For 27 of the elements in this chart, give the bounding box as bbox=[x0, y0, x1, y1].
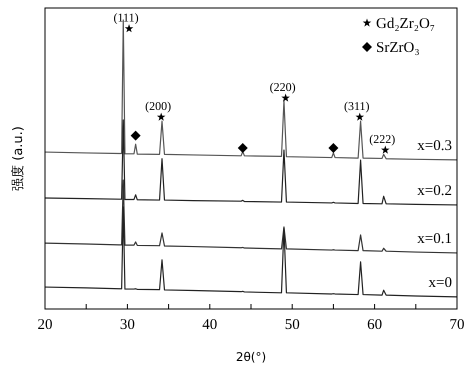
annotation: (311) bbox=[344, 99, 370, 114]
point bbox=[281, 94, 290, 102]
x-tick-label: 30 bbox=[120, 317, 135, 333]
series-label: x=0.3 bbox=[417, 138, 452, 154]
point bbox=[355, 112, 364, 121]
point bbox=[156, 112, 166, 121]
annotation: (220) bbox=[270, 80, 296, 94]
x-tick-label: 50 bbox=[284, 317, 300, 333]
x-axis-title: 2θ(°) bbox=[236, 350, 266, 364]
legend-label: Gd₂Zr₂O₇ bbox=[376, 16, 436, 32]
x-tick-label: 60 bbox=[367, 317, 382, 333]
y-axis-title: 强度 (a.u.) bbox=[10, 126, 26, 191]
legend-label: SrZrO₃ bbox=[376, 40, 420, 56]
point bbox=[381, 146, 390, 154]
x-tick-label: 20 bbox=[38, 317, 52, 333]
x-tick-label: 40 bbox=[202, 317, 218, 333]
series-label: x=0.1 bbox=[417, 230, 452, 247]
x-tick-label: 70 bbox=[450, 317, 464, 333]
point bbox=[130, 130, 141, 141]
point bbox=[124, 24, 134, 32]
annotation: (222) bbox=[369, 132, 396, 146]
series-label: x=0.2 bbox=[417, 182, 452, 199]
series-label: x=0 bbox=[428, 274, 452, 291]
annotation: (200) bbox=[145, 99, 172, 114]
point bbox=[238, 143, 248, 154]
point bbox=[328, 143, 338, 154]
annotation: (111) bbox=[113, 10, 139, 25]
